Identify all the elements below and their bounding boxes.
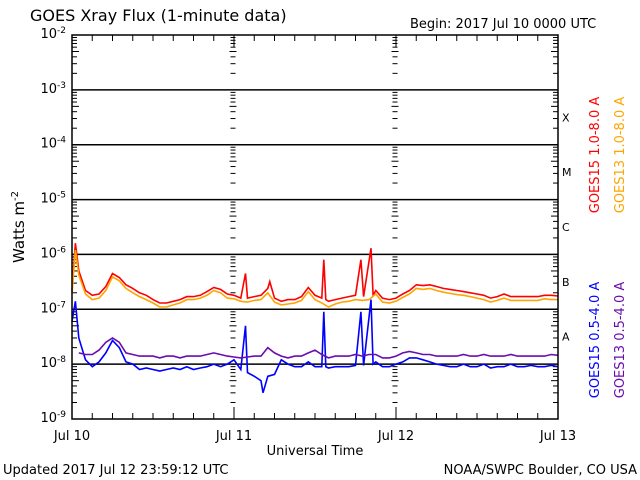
x-tick-labels: Jul 10 Jul 11 Jul 12 Jul 13 [53,429,576,444]
flare-class-label: A [562,331,570,344]
flare-class-label: M [562,166,572,179]
flare-class-label: C [562,221,570,234]
plot-frame [71,34,559,420]
y-tick-label: 10-5 [40,191,66,207]
x-tick-label: Jul 10 [53,429,90,444]
chart-title: GOES Xray Flux (1-minute data) [30,6,287,25]
legend-entry: GOES13 1.0-8.0 A [613,97,628,214]
x-tick-label: Jul 11 [215,429,252,444]
y-tick-label: 10-8 [40,355,66,371]
y-tick-label: 10-4 [40,136,66,152]
updated-timestamp: Updated 2017 Jul 12 23:59:12 UTC [3,463,228,478]
source-label: NOAA/SWPC Boulder, CO USA [444,463,637,478]
y-tick-label: 10-7 [40,300,66,316]
y-tick-label: 10-3 [40,81,66,97]
series-line-goes15-1-0-8-0-a [71,243,559,304]
legend-entry: GOES13 0.5-4.0 A [613,282,628,399]
series-line-goes13-1-0-8-0-a [71,249,558,308]
begin-label: Begin: 2017 Jul 10 0000 UTC [410,17,596,32]
y-tick-labels: 10-2 10-3 10-4 10-5 10-6 10-7 10-8 10-9 [40,26,66,426]
gridlines [72,89,558,365]
legend: GOES15 1.0-8.0 A GOES13 1.0-8.0 A GOES15 0… [588,97,628,399]
y-tick-label: 10-9 [40,410,66,426]
y-tick-label: 10-6 [40,245,66,261]
flare-class-label: B [562,276,570,289]
data-series [71,243,559,394]
x-tick-label: Jul 12 [377,429,414,444]
flare-class-labels: X M C B A [562,111,572,343]
flare-class-label: X [562,111,570,124]
legend-entry: GOES15 0.5-4.0 A [588,282,603,399]
legend-entry: GOES15 1.0-8.0 A [588,97,603,214]
y-axis-label: Watts m-2 [10,191,28,263]
series-line-goes13-0-5-4-0-a [78,337,559,359]
axis-ticks [71,35,559,419]
x-tick-label: Jul 13 [539,429,576,444]
series-line-goes15-0-5-4-0-a [71,299,559,394]
x-axis-label: Universal Time [267,444,364,459]
y-tick-label: 10-2 [40,26,66,42]
